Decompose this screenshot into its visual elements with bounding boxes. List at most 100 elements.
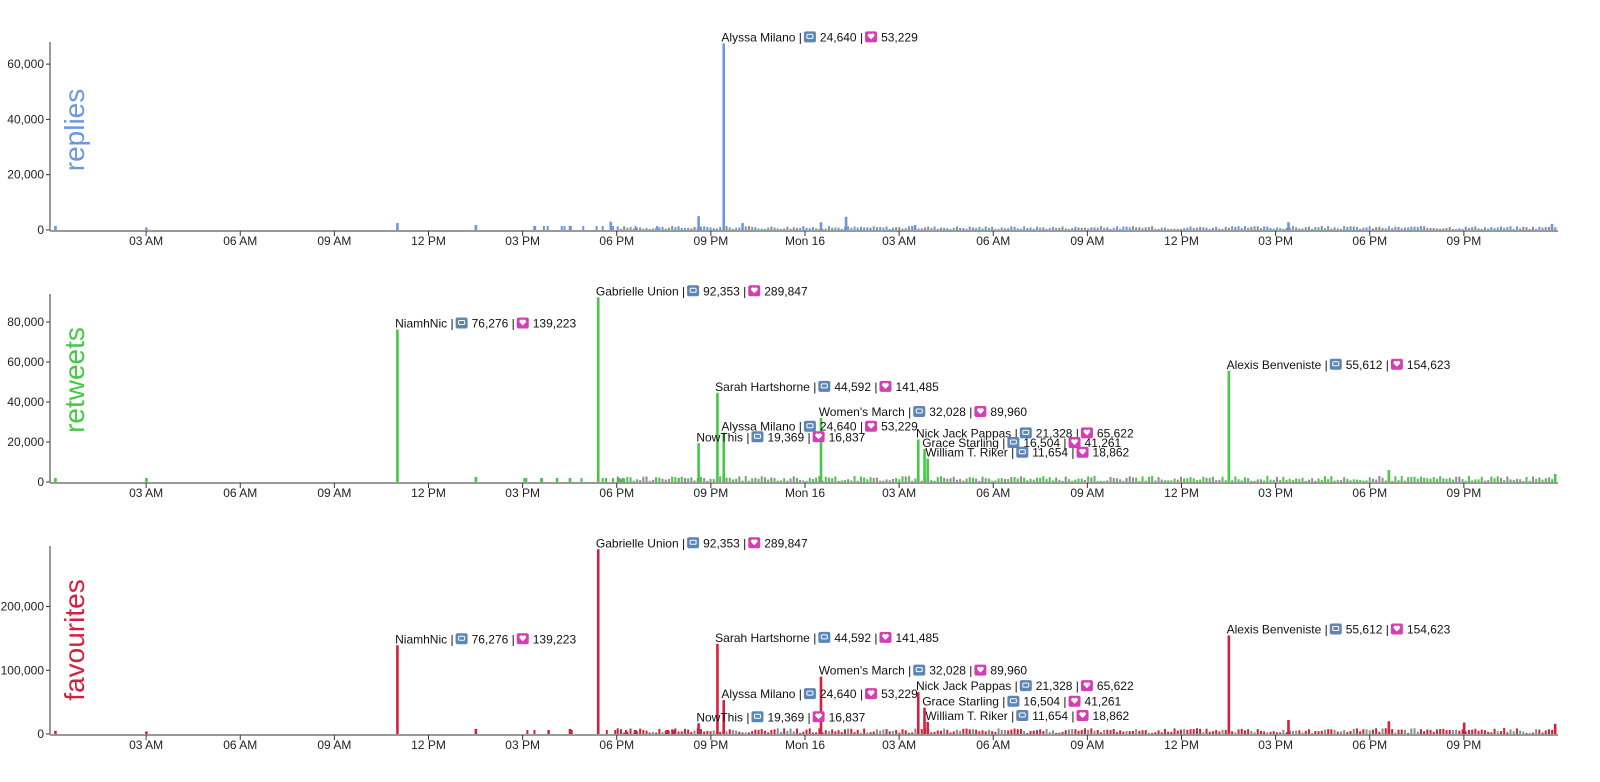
activity-bar bbox=[639, 227, 642, 230]
activity-bar bbox=[1090, 227, 1093, 230]
activity-bar bbox=[731, 479, 734, 482]
activity-bar bbox=[1339, 731, 1342, 734]
activity-bar bbox=[818, 228, 821, 230]
activity-bar bbox=[1423, 477, 1426, 482]
annotation-favourites: 289,847 bbox=[764, 536, 808, 550]
activity-bar bbox=[738, 476, 741, 482]
annotation-name: Grace Starling | bbox=[922, 436, 1005, 450]
activity-bar bbox=[719, 731, 722, 734]
activity-bar bbox=[898, 227, 901, 230]
annotation: Nick Jack Pappas | 21,328 | 65,622 bbox=[916, 679, 1134, 693]
favourite-icon-glyph bbox=[750, 287, 758, 294]
panel-label-replies: replies bbox=[59, 89, 90, 171]
activity-bar bbox=[763, 477, 766, 482]
y-tick-label: 80,000 bbox=[7, 315, 44, 329]
activity-bar bbox=[582, 226, 585, 230]
activity-bar bbox=[1291, 480, 1294, 482]
retweet-icon bbox=[1019, 427, 1032, 439]
activity-bar bbox=[1042, 731, 1045, 734]
activity-bar bbox=[792, 227, 795, 230]
activity-bar bbox=[1179, 228, 1182, 230]
activity-bar bbox=[946, 729, 949, 734]
activity-bar bbox=[946, 228, 949, 230]
activity-bar bbox=[699, 729, 702, 734]
favourite-icon-glyph bbox=[1393, 625, 1401, 632]
activity-bar bbox=[642, 729, 645, 734]
activity-bar bbox=[1205, 477, 1208, 482]
activity-bar bbox=[1189, 729, 1192, 734]
activity-bar bbox=[1490, 732, 1493, 734]
activity-bar bbox=[1461, 729, 1464, 734]
activity-bar bbox=[1307, 226, 1310, 230]
annotation-name: Alexis Benveniste | bbox=[1227, 358, 1328, 372]
activity-bar bbox=[1375, 227, 1378, 230]
activity-bar bbox=[626, 227, 629, 230]
retweet-icon bbox=[455, 317, 468, 329]
activity-bar bbox=[901, 729, 904, 734]
activity-bar bbox=[1135, 729, 1138, 734]
activity-bar bbox=[1243, 226, 1246, 230]
activity-bar bbox=[1077, 730, 1080, 734]
x-tick-label: 09 AM bbox=[317, 738, 351, 752]
activity-bar bbox=[1535, 729, 1538, 734]
retweet-icon bbox=[1007, 436, 1020, 448]
activity-bar bbox=[1467, 729, 1470, 734]
activity-bar bbox=[1525, 476, 1528, 482]
activity-bar bbox=[1058, 732, 1061, 734]
activity-bar bbox=[799, 479, 802, 482]
activity-bar bbox=[1285, 732, 1288, 734]
activity-bar bbox=[1048, 477, 1051, 482]
activity-bar bbox=[981, 730, 984, 734]
activity-bar bbox=[1397, 480, 1400, 482]
activity-bar bbox=[1099, 732, 1102, 734]
activity-bar bbox=[1115, 226, 1118, 230]
activity-bar bbox=[1112, 729, 1115, 734]
activity-bar bbox=[1183, 729, 1186, 734]
activity-bar bbox=[665, 730, 668, 734]
activity-bar bbox=[1295, 227, 1298, 230]
activity-bar bbox=[525, 478, 528, 482]
activity-bar bbox=[872, 731, 875, 734]
activity-bar bbox=[611, 478, 614, 482]
activity-bar bbox=[1519, 228, 1522, 230]
data-bar bbox=[396, 329, 399, 482]
activity-bar bbox=[1026, 228, 1029, 230]
activity-bar bbox=[1234, 732, 1237, 734]
activity-bar bbox=[1029, 731, 1032, 734]
activity-bar bbox=[1272, 731, 1275, 734]
activity-bar bbox=[1067, 479, 1070, 482]
retweet-icon bbox=[913, 664, 926, 676]
activity-bar bbox=[901, 228, 904, 230]
activity-bar bbox=[699, 226, 702, 230]
activity-bar bbox=[1215, 226, 1218, 230]
background-bars bbox=[533, 226, 1557, 230]
retweet-icon-glyph bbox=[689, 539, 697, 545]
activity-bar bbox=[1416, 478, 1419, 482]
annotation-name: William T. Riker | bbox=[925, 709, 1014, 723]
activity-bar bbox=[821, 228, 824, 230]
activity-bar bbox=[904, 730, 907, 734]
activity-bar bbox=[1455, 228, 1458, 230]
activity-bar bbox=[634, 226, 637, 230]
activity-bar bbox=[1138, 730, 1141, 734]
activity-bar bbox=[1112, 478, 1115, 482]
activity-bar bbox=[1515, 728, 1518, 734]
activity-bar bbox=[1330, 228, 1333, 230]
activity-bar bbox=[757, 729, 760, 734]
annotation: Grace Starling | 16,504 | 41,261 bbox=[922, 436, 1121, 450]
annotation-favourites: 141,485 bbox=[895, 380, 939, 394]
activity-bar bbox=[614, 730, 617, 734]
activity-bar bbox=[1016, 228, 1019, 230]
data-bar bbox=[396, 223, 399, 230]
favourite-icon-glyph bbox=[1079, 712, 1086, 718]
activity-bar bbox=[1224, 480, 1227, 482]
activity-bar bbox=[1067, 729, 1070, 734]
favourite-icon-glyph bbox=[867, 33, 875, 40]
activity-bar bbox=[872, 226, 875, 230]
activity-bar bbox=[1128, 227, 1131, 230]
activity-bar bbox=[984, 731, 987, 734]
activity-bar bbox=[1055, 477, 1058, 482]
activity-bar bbox=[1227, 227, 1230, 230]
activity-bar bbox=[1471, 729, 1474, 734]
activity-bar bbox=[1455, 729, 1458, 734]
